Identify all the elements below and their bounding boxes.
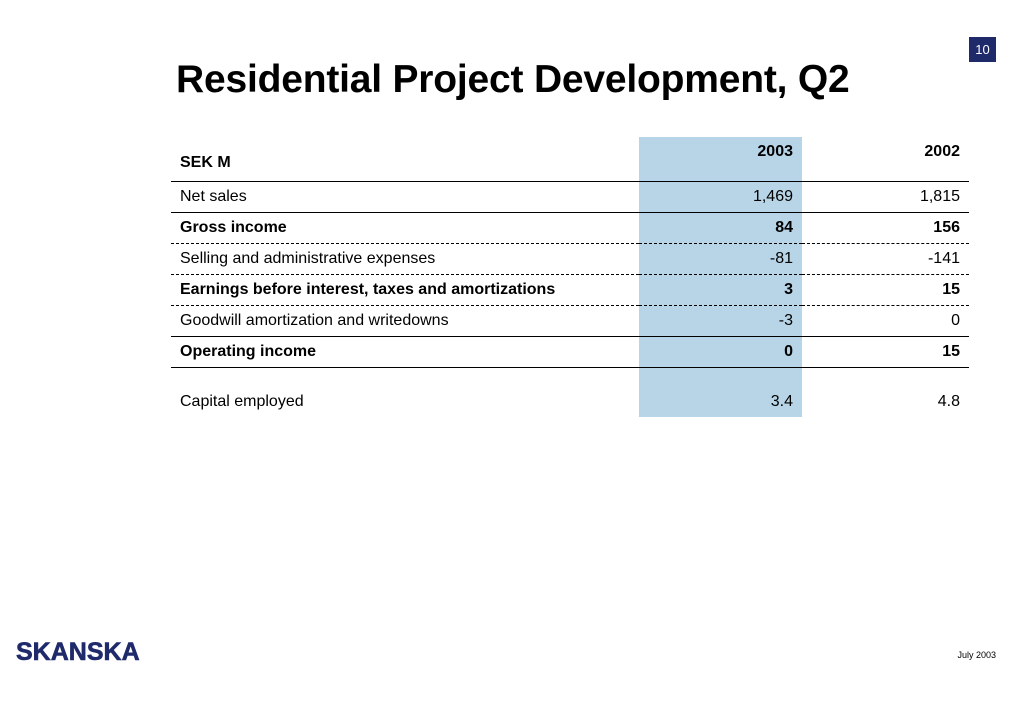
table-spacer-row (171, 366, 969, 385)
table-row-gross-income: Gross income 84 156 (171, 211, 969, 243)
value-2002: 15 (802, 273, 969, 305)
value-2002: -141 (802, 242, 969, 274)
skanska-logo: SKANSKA (16, 638, 140, 667)
row-label: Goodwill amortization and writedowns (171, 304, 639, 336)
financial-table: SEK M 2003 2002 Net sales 1,469 1,815 Gr… (171, 137, 969, 417)
table-row-selling-admin: Selling and administrative expenses -81 … (171, 242, 969, 274)
row-label: Operating income (171, 335, 639, 367)
page-number: 10 (969, 37, 996, 62)
header-2002: 2002 (924, 143, 960, 160)
value-2003: 84 (639, 211, 802, 243)
table-row-operating-income: Operating income 0 15 (171, 335, 969, 367)
table-row-ebita: Earnings before interest, taxes and amor… (171, 273, 969, 305)
row-label: Earnings before interest, taxes and amor… (171, 273, 639, 305)
header-2003: 2003 (639, 137, 802, 181)
row-label: Net sales (171, 180, 639, 212)
value-2003: 3.4 (639, 385, 802, 417)
value-2002: 15 (802, 335, 969, 367)
value-2002: 0 (802, 304, 969, 336)
row-label: Capital employed (180, 393, 304, 410)
row-label: Selling and administrative expenses (171, 242, 639, 274)
table-header-row: SEK M 2003 2002 (171, 137, 969, 181)
header-unit-label: SEK M (180, 153, 231, 171)
value-2003: -3 (639, 304, 802, 336)
value-2002: 1,815 (802, 180, 969, 212)
slide-title: Residential Project Development, Q2 (176, 58, 850, 101)
row-label: Gross income (171, 211, 639, 243)
value-2003: -81 (639, 242, 802, 274)
value-2003: 1,469 (639, 180, 802, 212)
table-row-capital-employed: Capital employed 3.4 4.8 (171, 385, 969, 417)
value-2002: 4.8 (937, 393, 960, 410)
value-2003: 3 (639, 273, 802, 305)
value-2003: 0 (639, 335, 802, 367)
footer-date: July 2003 (957, 650, 996, 660)
table-row-net-sales: Net sales 1,469 1,815 (171, 180, 969, 212)
table-row-goodwill: Goodwill amortization and writedowns -3 … (171, 304, 969, 336)
value-2002: 156 (802, 211, 969, 243)
